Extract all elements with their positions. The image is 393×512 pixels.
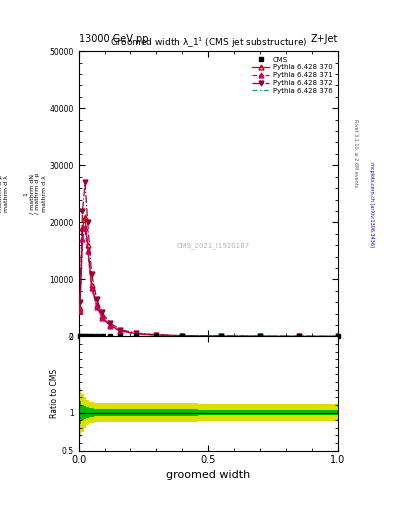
Legend: CMS, Pythia 6.428 370, Pythia 6.428 371, Pythia 6.428 372, Pythia 6.428 376: CMS, Pythia 6.428 370, Pythia 6.428 371,… <box>250 55 334 96</box>
Text: CMS_2021_I1920187: CMS_2021_I1920187 <box>177 242 250 248</box>
X-axis label: groomed width: groomed width <box>166 470 250 480</box>
Text: Rivet 3.1.10, ≥ 2.6M events: Rivet 3.1.10, ≥ 2.6M events <box>354 119 359 188</box>
Y-axis label: Ratio to CMS: Ratio to CMS <box>50 369 59 418</box>
Text: 13000 GeV pp: 13000 GeV pp <box>79 33 148 44</box>
Text: Z+Jet: Z+Jet <box>310 33 338 44</box>
Y-axis label: mathrm d²N
mathrm d p
mathrm d λ


1
/ mathrm dN
/ mathrm d p
mathrm d λ: mathrm d²N mathrm d p mathrm d λ 1 / mat… <box>0 173 47 215</box>
Title: Groomed width $\lambda$_1$^1$ (CMS jet substructure): Groomed width $\lambda$_1$^1$ (CMS jet s… <box>110 35 307 50</box>
Text: mcplots.cern.ch [arXiv:1306.3436]: mcplots.cern.ch [arXiv:1306.3436] <box>369 162 375 247</box>
